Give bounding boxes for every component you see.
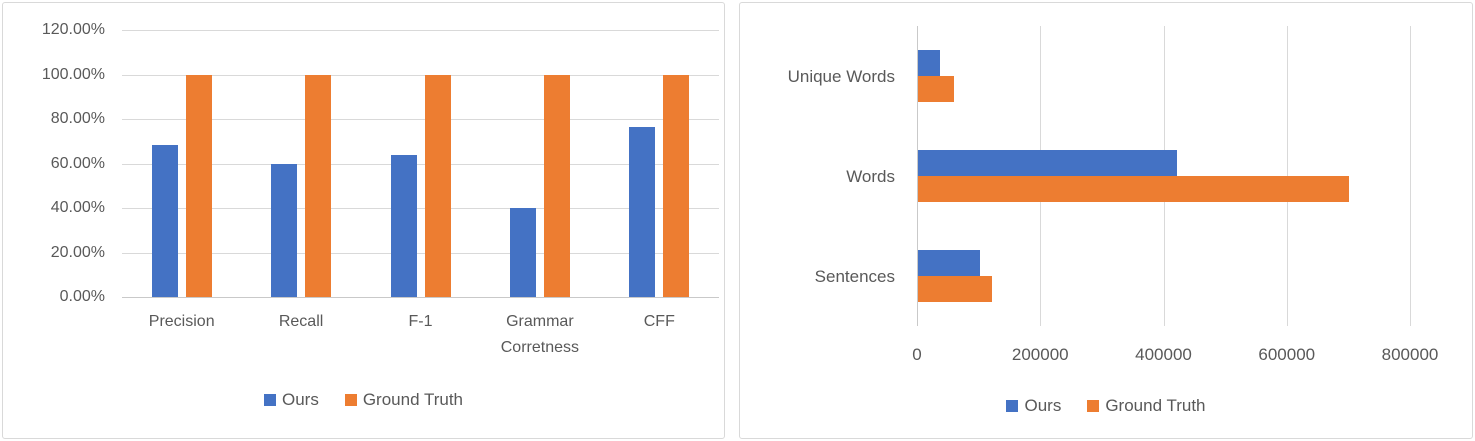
category-label: Words <box>846 167 895 186</box>
category-label: Recall <box>278 313 324 330</box>
legend-label: Ours <box>281 390 319 409</box>
x-tick-label: 600000 <box>1258 345 1316 364</box>
bar-ground-truth <box>424 74 451 297</box>
x-tick-label: 400000 <box>1135 345 1192 364</box>
bar-ours <box>151 144 178 297</box>
y-tick-label: 80.00% <box>50 110 105 127</box>
category-label: Grammar Corretness <box>500 313 579 357</box>
y-gridline <box>122 208 719 209</box>
bar-ground-truth <box>663 74 690 297</box>
y-tick-label: 20.00% <box>50 243 105 261</box>
category-label: Unique Words <box>787 67 895 86</box>
y-tick-label: 120.00% <box>41 21 105 38</box>
bar-ours <box>390 154 417 297</box>
y-gridline <box>122 252 719 254</box>
x-tick-label: 0 <box>912 345 922 364</box>
legend-swatch-icon <box>263 393 276 406</box>
bar-ground-truth <box>918 276 992 302</box>
bar-ours <box>629 126 656 297</box>
y-gridline <box>122 74 719 76</box>
y-gridline <box>122 119 719 120</box>
bar-ground-truth <box>305 74 332 297</box>
bar-ours <box>918 50 941 76</box>
bar-ground-truth <box>918 176 1350 202</box>
bar-ground-truth <box>185 74 212 297</box>
legend-item-ground-truth: Ground Truth <box>344 390 463 409</box>
bar-ours <box>509 208 536 297</box>
category-label: CFF <box>643 313 675 330</box>
bar-ground-truth <box>918 76 954 102</box>
counts-chart-panel: 0 200000 400000 600000 800000 Unique Words Wor… <box>739 2 1473 439</box>
x-tick-label: 200000 <box>1011 345 1069 364</box>
legend-label: Ours <box>1024 396 1062 415</box>
bar-ours <box>918 250 980 276</box>
x-gridline <box>1410 26 1411 326</box>
y-tick-label: 0.00% <box>59 288 105 305</box>
category-label: Precision <box>148 313 215 330</box>
x-tick-label: 800000 <box>1381 345 1439 364</box>
y-tick-label: 40.00% <box>50 199 105 216</box>
legend-swatch-icon <box>344 393 357 406</box>
chart-legend: Ours Ground Truth <box>3 391 724 408</box>
y-axis-line <box>917 26 918 326</box>
chart-legend: Ours Ground Truth <box>740 397 1472 414</box>
category-label: Sentences <box>814 267 895 286</box>
legend-item-ours: Ours <box>263 390 319 409</box>
legend-swatch-icon <box>1087 399 1100 412</box>
legend-label: Ground Truth <box>362 390 463 409</box>
bar-ground-truth <box>543 74 570 297</box>
legend-item-ours: Ours <box>1006 397 1061 414</box>
y-gridline <box>122 163 719 165</box>
bar-ours <box>918 150 1177 176</box>
bar-ours <box>271 163 298 297</box>
legend-label: Ground Truth <box>1105 396 1206 415</box>
legend-item-ground-truth: Ground Truth <box>1087 396 1206 415</box>
y-tick-label: 100.00% <box>41 65 105 83</box>
legend-swatch-icon <box>1006 399 1019 412</box>
y-gridline <box>122 30 719 31</box>
category-label: F-1 <box>408 313 433 330</box>
metrics-chart-panel: 0.00% 20.00% 40.00% 60.00% 80.00% 100.00% 120.… <box>2 2 725 439</box>
x-axis-line <box>122 297 719 298</box>
y-tick-label: 60.00% <box>50 154 105 172</box>
